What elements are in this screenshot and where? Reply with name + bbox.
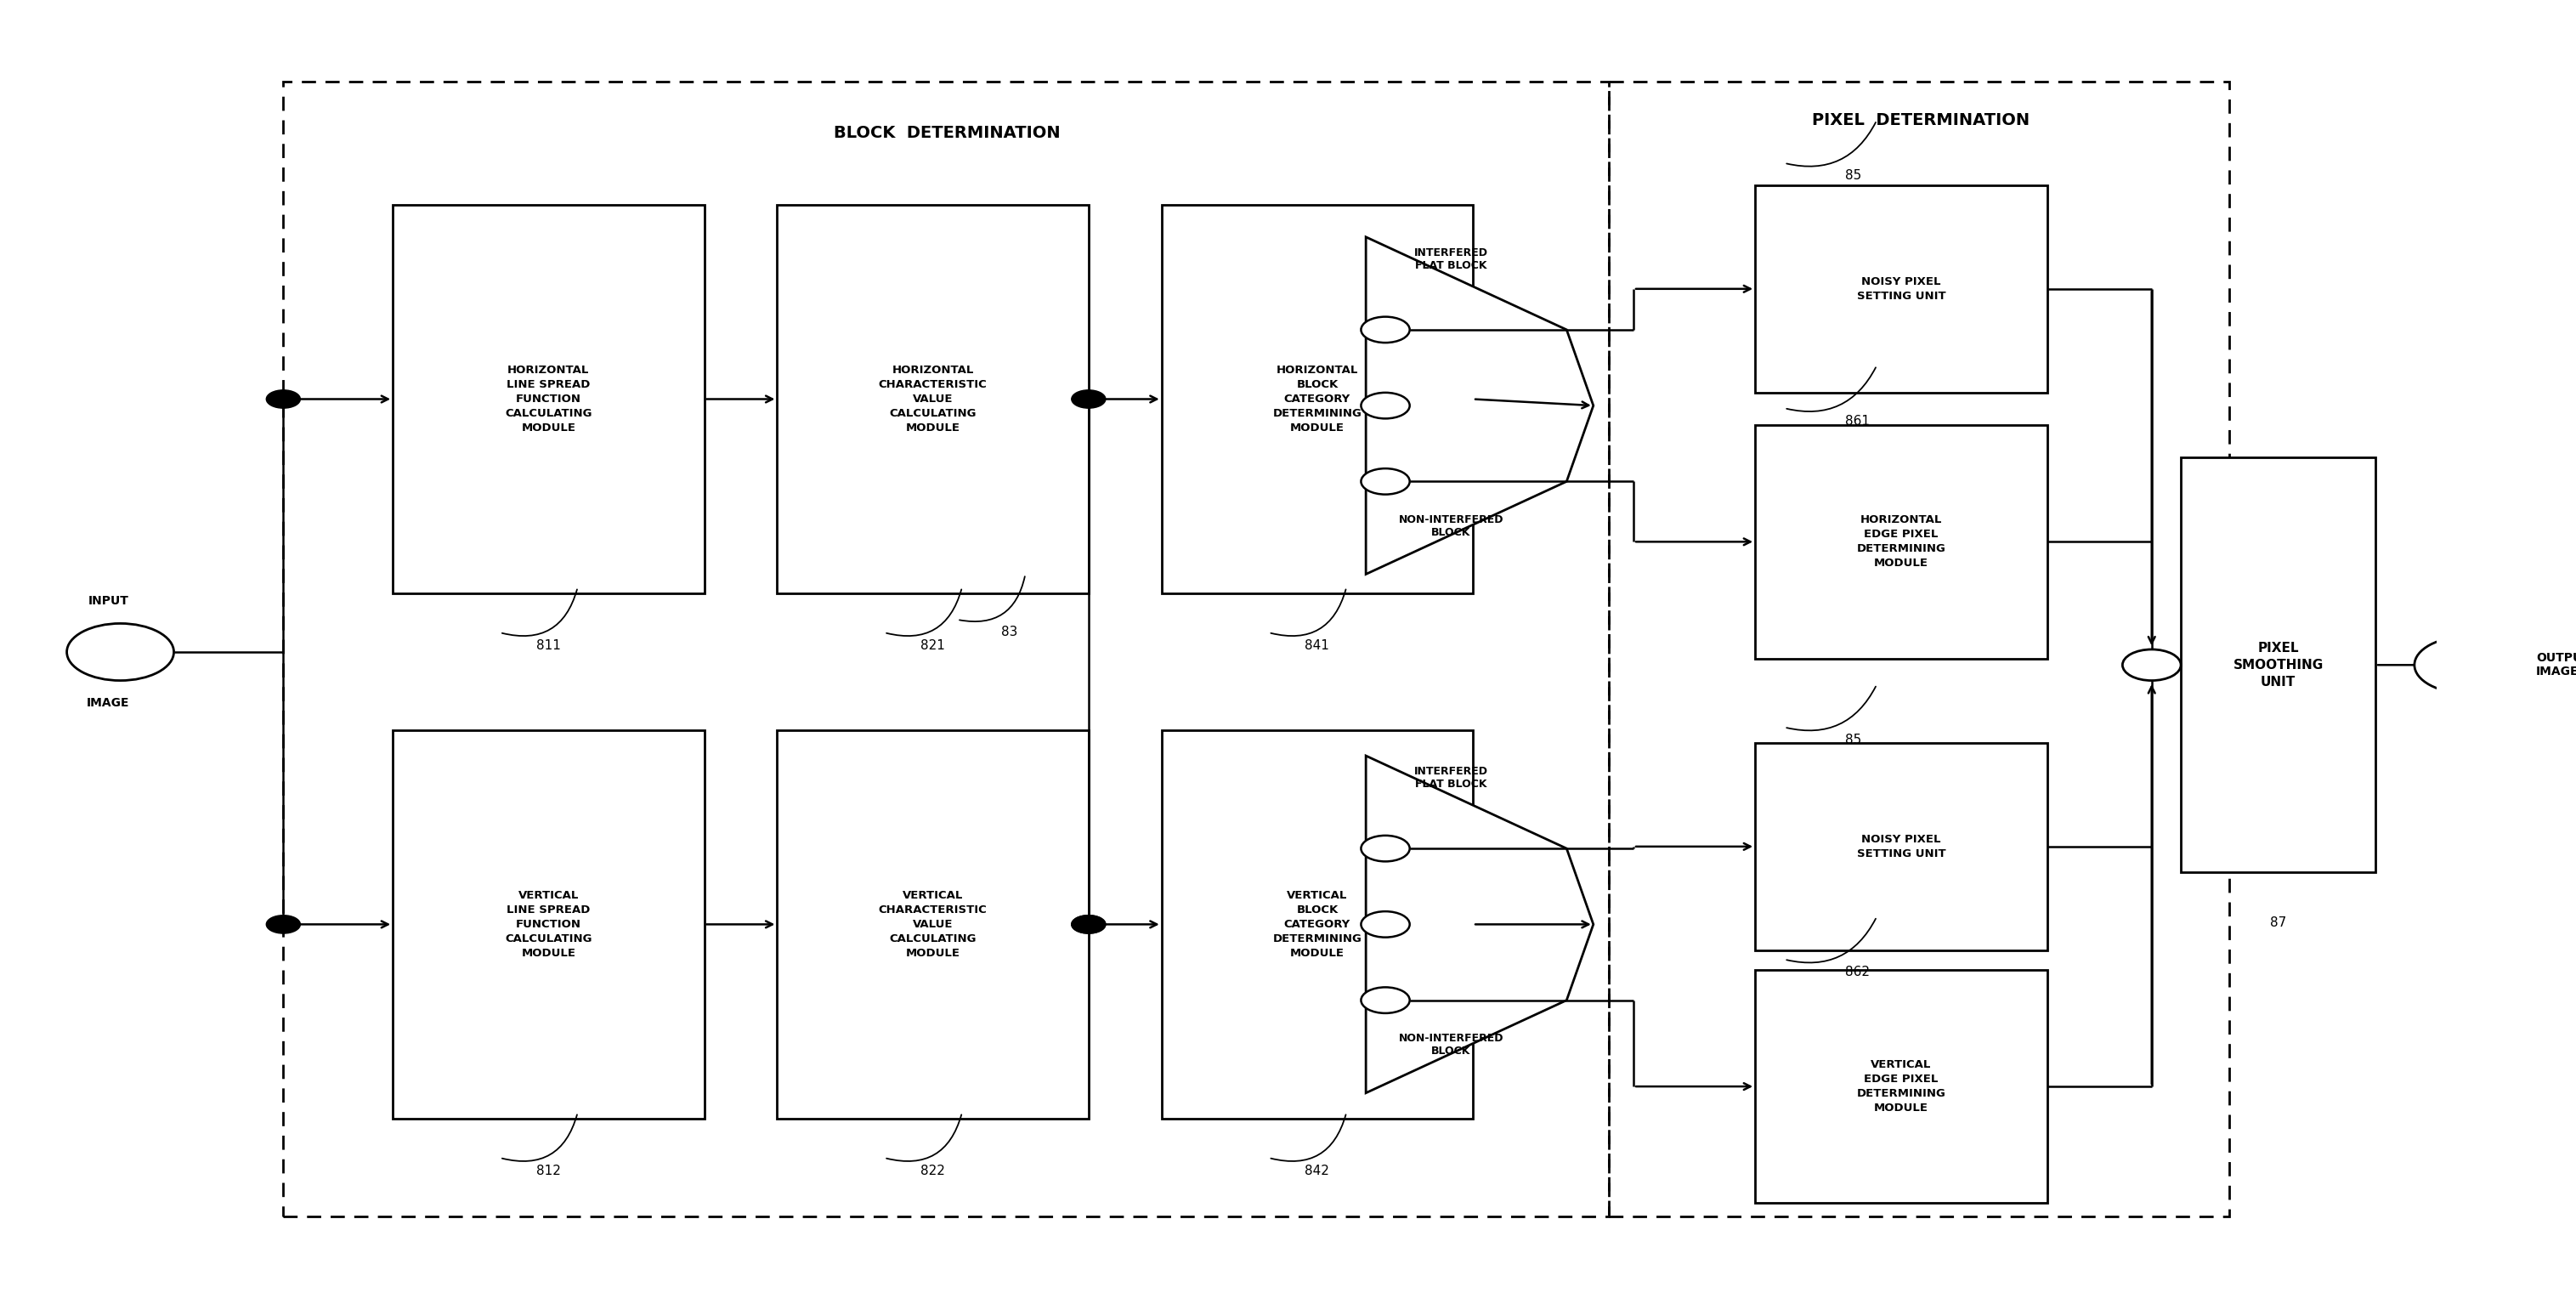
Text: 85: 85 [1844,734,1862,746]
Text: HORIZONTAL
LINE SPREAD
FUNCTION
CALCULATING
MODULE: HORIZONTAL LINE SPREAD FUNCTION CALCULAT… [505,365,592,433]
Circle shape [1360,393,1409,419]
Circle shape [1360,911,1409,938]
Polygon shape [1365,756,1595,1093]
Text: 821: 821 [920,639,945,652]
Circle shape [1360,987,1409,1013]
Text: INPUT: INPUT [88,595,129,606]
Text: 83: 83 [1002,626,1018,639]
Text: VERTICAL
BLOCK
CATEGORY
DETERMINING
MODULE: VERTICAL BLOCK CATEGORY DETERMINING MODU… [1273,889,1363,958]
Text: 862: 862 [1844,966,1870,978]
Text: INTERFERED
FLAT BLOCK: INTERFERED FLAT BLOCK [1414,248,1489,271]
Circle shape [1360,836,1409,862]
Bar [778,730,1090,1119]
Text: NOISY PIXEL
SETTING UNIT: NOISY PIXEL SETTING UNIT [1857,276,1945,301]
Circle shape [1072,915,1105,934]
Circle shape [1072,915,1105,934]
Bar [1754,743,2048,951]
Bar [1754,970,2048,1204]
Text: NOISY PIXEL
SETTING UNIT: NOISY PIXEL SETTING UNIT [1857,833,1945,859]
Text: BLOCK  DETERMINATION: BLOCK DETERMINATION [835,125,1061,141]
Polygon shape [1365,237,1595,574]
Text: NON-INTERFERED
BLOCK: NON-INTERFERED BLOCK [1399,1033,1504,1056]
Text: INTERFERED
FLAT BLOCK: INTERFERED FLAT BLOCK [1414,767,1489,790]
Text: HORIZONTAL
CHARACTERISTIC
VALUE
CALCULATING
MODULE: HORIZONTAL CHARACTERISTIC VALUE CALCULAT… [878,365,987,433]
Text: 822: 822 [920,1164,945,1178]
Text: NON-INTERFERED
BLOCK: NON-INTERFERED BLOCK [1399,514,1504,537]
Circle shape [265,390,301,408]
Bar [1162,205,1473,593]
Bar [392,730,703,1119]
Circle shape [265,915,301,934]
Bar [392,205,703,593]
Text: VERTICAL
CHARACTERISTIC
VALUE
CALCULATING
MODULE: VERTICAL CHARACTERISTIC VALUE CALCULATIN… [878,889,987,958]
Text: 87: 87 [2269,917,2287,930]
Circle shape [2414,636,2522,694]
Circle shape [1360,468,1409,494]
Text: 85: 85 [1844,170,1862,183]
Bar [1162,730,1473,1119]
Circle shape [1360,317,1409,343]
Bar [283,81,1610,1217]
Text: PIXEL
SMOOTHING
UNIT: PIXEL SMOOTHING UNIT [2233,642,2324,689]
Text: 842: 842 [1306,1164,1329,1178]
Text: 841: 841 [1306,639,1329,652]
Text: 811: 811 [536,639,562,652]
Text: 861: 861 [1844,415,1870,428]
Bar [2182,458,2375,872]
Text: 812: 812 [536,1164,562,1178]
Bar [778,205,1090,593]
Text: VERTICAL
LINE SPREAD
FUNCTION
CALCULATING
MODULE: VERTICAL LINE SPREAD FUNCTION CALCULATIN… [505,889,592,958]
Text: PIXEL  DETERMINATION: PIXEL DETERMINATION [1811,112,2030,128]
Circle shape [2123,649,2182,681]
Text: HORIZONTAL
BLOCK
CATEGORY
DETERMINING
MODULE: HORIZONTAL BLOCK CATEGORY DETERMINING MO… [1273,365,1363,433]
Text: IMAGE: IMAGE [88,698,129,709]
Text: VERTICAL
EDGE PIXEL
DETERMINING
MODULE: VERTICAL EDGE PIXEL DETERMINING MODULE [1857,1059,1945,1114]
Bar [1754,425,2048,659]
Bar [1610,81,2231,1217]
Text: HORIZONTAL
EDGE PIXEL
DETERMINING
MODULE: HORIZONTAL EDGE PIXEL DETERMINING MODULE [1857,515,1945,569]
Text: OUTPUT
IMAGE: OUTPUT IMAGE [2535,652,2576,678]
Bar [1754,185,2048,393]
Circle shape [1072,390,1105,408]
Circle shape [67,623,173,681]
